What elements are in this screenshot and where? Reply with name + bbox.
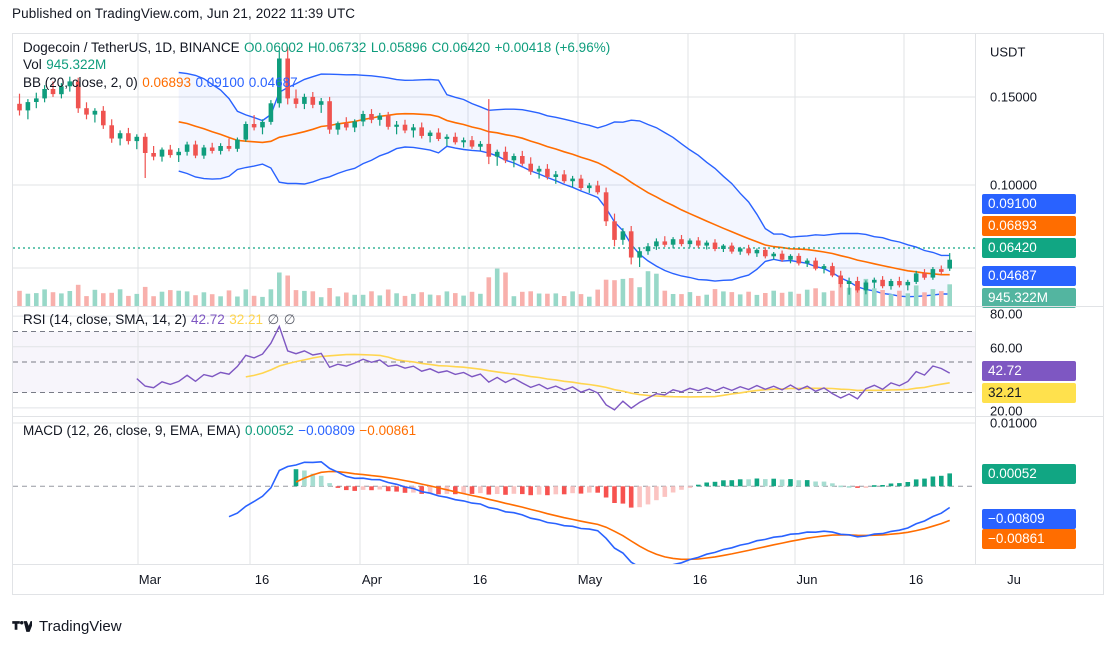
price-tag-4[interactable]: 945.322M <box>982 288 1076 308</box>
chart-container: Dogecoin / TetherUS, 1D, BINANCE O0.0600… <box>12 33 1104 595</box>
macd-tag-0[interactable]: 0.00052 <box>982 464 1076 484</box>
rsi-pane[interactable] <box>13 306 975 417</box>
rsi-tick-0: 80.00 <box>990 306 1023 322</box>
time-tick-1: 16 <box>254 572 270 587</box>
time-axis[interactable]: Mar 16 Apr 16 May 16 Jun 16 Ju <box>13 564 1103 594</box>
brand-name: TradingView <box>39 618 122 635</box>
macd-axis[interactable]: 0.01000 0.00052 −0.00809 −0.00861 <box>975 416 1103 564</box>
rsi-tag-0[interactable]: 42.72 <box>982 361 1076 381</box>
price-tick-0: 0.15000 <box>990 89 1037 105</box>
published-caption: Published on TradingView.com, Jun 21, 20… <box>12 6 356 21</box>
tradingview-brand: TradingView <box>12 618 122 635</box>
rsi-tag-1[interactable]: 32.21 <box>982 383 1076 403</box>
macd-tick-0: 0.01000 <box>990 415 1037 431</box>
time-tick-6: Jun <box>796 572 818 587</box>
price-tag-0[interactable]: 0.09100 <box>982 194 1076 214</box>
time-tick-7: 16 <box>908 572 924 587</box>
price-tag-3[interactable]: 0.04687 <box>982 266 1076 286</box>
price-tick-1: 0.10000 <box>990 177 1037 193</box>
tradingview-logo-icon <box>12 620 32 632</box>
price-pane[interactable] <box>13 34 975 306</box>
price-plot <box>13 34 975 306</box>
macd-tag-1[interactable]: −0.00809 <box>982 509 1076 529</box>
time-tick-2: Apr <box>361 572 383 587</box>
time-tick-0: Mar <box>138 572 162 587</box>
macd-plot <box>13 417 975 565</box>
rsi-tick-2: 20.00 <box>990 403 1023 419</box>
currency-label: USDT <box>990 44 1026 60</box>
time-tick-4: May <box>577 572 603 587</box>
macd-pane[interactable] <box>13 416 975 565</box>
rsi-plot <box>13 307 975 417</box>
time-tick-3: 16 <box>472 572 488 587</box>
rsi-tick-1: 60.00 <box>990 340 1023 356</box>
price-axis[interactable]: USDT 0.15000 0.10000 0.09100 0.06893 0.0642… <box>975 34 1103 308</box>
price-tag-2[interactable]: 0.06420 <box>982 238 1076 258</box>
time-tick-8: Ju <box>1007 572 1021 587</box>
time-tick-5: 16 <box>692 572 708 587</box>
rsi-axis[interactable]: 80.00 60.00 20.00 42.72 32.21 <box>975 306 1103 419</box>
price-tag-1[interactable]: 0.06893 <box>982 216 1076 236</box>
macd-tag-2[interactable]: −0.00861 <box>982 529 1076 549</box>
